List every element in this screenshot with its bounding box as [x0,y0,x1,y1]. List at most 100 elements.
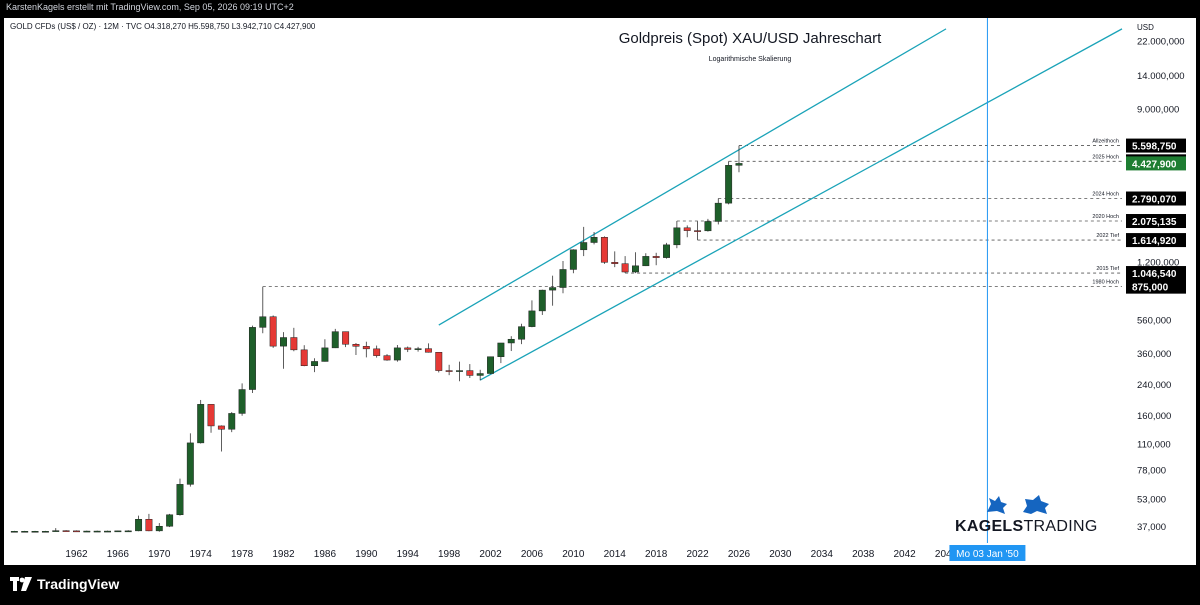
level-label: 1980 Hoch [1092,280,1119,286]
channel-upper-line[interactable] [438,28,947,326]
candle [714,202,722,222]
price-axis[interactable]: 22.000,000 14.000,000 9.000,000 1.200,000 56… [1126,37,1186,533]
level-label: 2015 Tief [1096,266,1119,272]
year-tick-label: 2034 [811,549,834,560]
candle [145,519,153,532]
candle [414,348,422,350]
candle [21,531,29,533]
candle [621,263,629,273]
price-tick-label: 110,000 [1137,439,1171,450]
candle [280,337,287,347]
candle [238,389,246,414]
level-price-label: 2.790,070 [1132,195,1177,206]
trend-channel[interactable] [438,28,1123,381]
candle [197,404,205,444]
year-tick-label: 2022 [686,549,709,560]
level-label: Allzeithoch [1092,139,1119,145]
candle [694,230,702,232]
tradingview-label: TradingView [37,576,120,592]
level-price-box [1126,233,1186,248]
candle [611,262,619,264]
channel-lower-line[interactable] [479,28,1123,381]
current-price-box [1126,156,1186,171]
candle [135,519,143,532]
candle [507,338,515,344]
price-tick-label: 9.000,000 [1137,105,1179,116]
price-tick-label: 160,000 [1137,411,1171,422]
candle [373,348,381,356]
level-price-box [1126,266,1186,281]
level-price-box [1126,279,1186,294]
candle [704,221,712,232]
candle [487,356,494,374]
level-label: 2022 Tief [1096,233,1119,239]
candle [590,237,598,243]
level-label: 2025 Hoch [1092,154,1119,160]
year-tick-label: 2026 [728,549,751,560]
year-tick-label: 2010 [562,549,585,560]
candle [290,337,298,351]
year-tick-label: 1994 [397,549,420,560]
candle [435,352,443,371]
brand-logo: KAGELSTRADING [955,492,1097,538]
year-tick-label: 1966 [107,549,130,560]
year-tick-label: 1986 [314,549,337,560]
chart-panel[interactable] [4,18,1196,565]
price-tick-label: 14.000,000 [1137,71,1185,82]
candle [228,413,236,430]
candle [424,348,432,353]
candle [569,249,577,270]
candle [10,531,18,533]
candle [393,347,401,361]
candle [124,530,132,533]
candle [104,530,111,533]
candle [166,514,174,527]
candle [528,310,536,327]
candle [642,256,650,267]
candle [83,530,91,533]
year-tick-label: 1962 [65,549,88,560]
footer-brand[interactable]: TradingView [10,576,119,592]
candle [632,265,639,273]
candle [52,530,60,532]
level-price-label: 1.046,540 [1132,269,1177,280]
level-price-box [1126,191,1186,206]
candle [549,287,557,291]
candle [259,316,267,328]
price-tick-label: 1.200,000 [1137,258,1179,269]
candle [311,361,319,367]
year-tick-label: 1998 [438,549,461,560]
candle [207,404,215,427]
candle [362,346,370,350]
candle [663,244,670,258]
candle [600,237,608,263]
tradingview-logo-icon [10,577,32,591]
candle [466,370,474,376]
candle [673,227,681,246]
level-price-box [1126,138,1186,153]
year-tick-label: 2042 [893,549,916,560]
level-price-label: 5.598,750 [1132,142,1177,153]
candle [342,331,350,345]
candle [62,530,70,532]
symbol-legend[interactable]: GOLD CFDs (US$ / OZ) · 12M · TVC O4.318,… [10,22,316,31]
candle [683,227,691,231]
candle [497,342,505,357]
credit-line: KarstenKagels erstellt mit TradingView.c… [6,2,294,12]
candle [518,326,526,340]
level-price-box [1126,214,1186,229]
candle [352,344,360,347]
candle [383,355,391,361]
candle [321,347,329,362]
currency-label[interactable]: USD [1137,23,1154,32]
year-tick-label: 2002 [479,549,502,560]
bull-bear-icon [987,495,1049,514]
time-axis[interactable]: 1962 1966 1970 1974 1978 1982 1986 1990 1994 1998… [65,545,1026,561]
year-tick-label: 1978 [231,549,254,560]
candle [31,531,39,533]
crosshair-date-box [949,545,1026,561]
candle [248,327,256,390]
candle [538,289,546,312]
candle [476,373,484,376]
